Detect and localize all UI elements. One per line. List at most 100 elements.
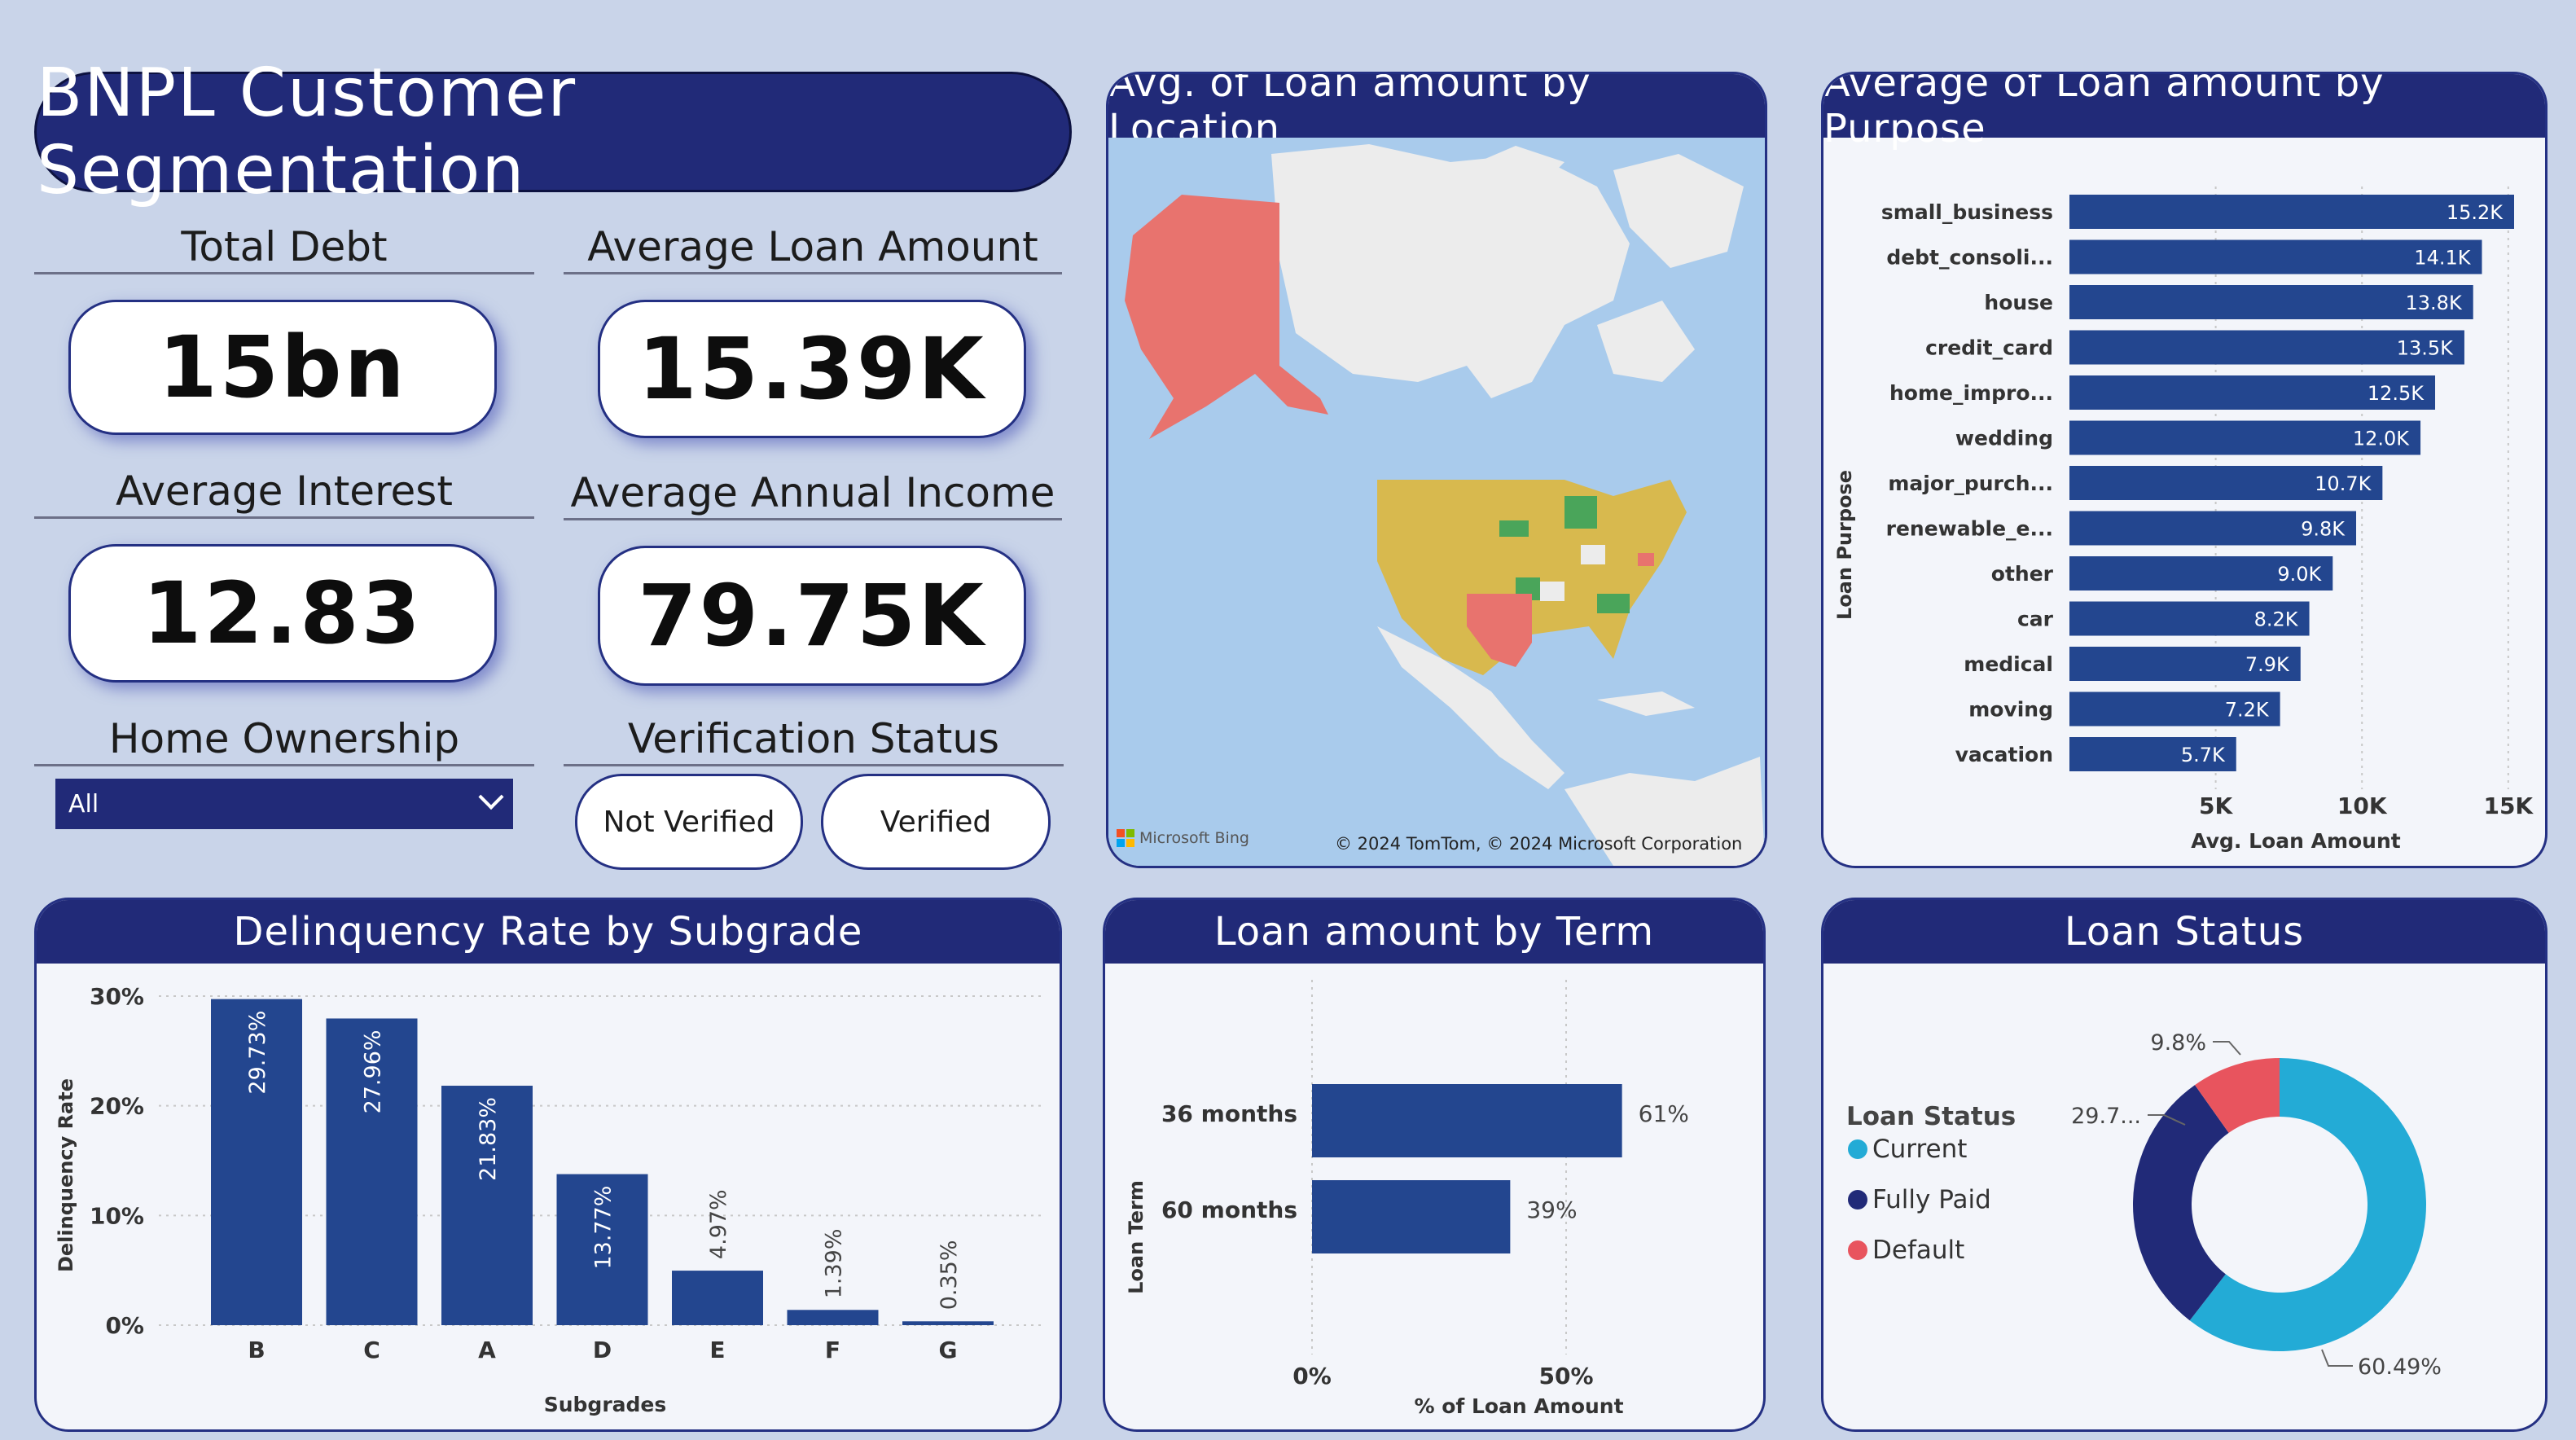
map-panel-title: Avg. of Loan amount by Location xyxy=(1108,74,1765,151)
term-bar-chart[interactable]: Loan Term % of Loan Amount 0% 50% 36 month… xyxy=(1105,964,1763,1429)
delinquency-x-tick: E xyxy=(709,1337,725,1363)
label-leader-line xyxy=(2213,1041,2241,1056)
purpose-bar xyxy=(2069,511,2357,546)
term-x-tick: 0% xyxy=(1292,1363,1332,1390)
delinquency-panel: Delinquency Rate by Subgrade Delinquency… xyxy=(34,898,1062,1432)
delinquency-bar xyxy=(902,1321,994,1325)
texas-region xyxy=(1467,594,1532,667)
delinquency-bar xyxy=(672,1271,763,1325)
purpose-x-tick: 5K xyxy=(2199,792,2233,819)
delinquency-value-label: 27.96% xyxy=(361,1030,386,1113)
mexico-land xyxy=(1377,626,1564,789)
purpose-panel: Average of Loan amount by Purpose Loan P… xyxy=(1821,72,2547,868)
avg-income-label: Average Annual Income xyxy=(564,469,1062,520)
verification-label: Verification Status xyxy=(564,715,1064,766)
donut-slice xyxy=(2189,1058,2426,1351)
term-x-axis-title: % of Loan Amount xyxy=(1414,1394,1623,1418)
labrador-land xyxy=(1597,301,1695,382)
dashboard-title: BNPL Customer Segmentation xyxy=(34,55,1072,209)
arctic-island xyxy=(1459,146,1564,203)
avg-loan-label: Average Loan Amount xyxy=(564,223,1062,274)
purpose-bar xyxy=(2069,195,2514,229)
avg-income-card: 79.75K xyxy=(598,546,1026,686)
home-ownership-label: Home Ownership xyxy=(34,715,534,766)
delinquency-bar xyxy=(556,1174,648,1325)
delinquency-y-tick: 0% xyxy=(105,1312,144,1339)
purpose-category-label: credit_card xyxy=(1925,336,2053,360)
purpose-bar xyxy=(2069,647,2301,681)
legend-label: Current xyxy=(1872,1135,1967,1164)
delinquency-y-axis-title: Delinquency Rate xyxy=(55,1078,77,1272)
term-bar xyxy=(1312,1180,1511,1253)
term-panel: Loan amount by Term Loan Term % of Loan … xyxy=(1103,898,1766,1432)
purpose-bar xyxy=(2069,239,2482,274)
home-ownership-selected: All xyxy=(68,789,99,819)
delinquency-x-tick: D xyxy=(593,1337,612,1363)
purpose-value-label: 10.7K xyxy=(2315,472,2372,495)
label-leader-line xyxy=(2321,1349,2353,1367)
white-state-2 xyxy=(1540,582,1564,601)
delinquency-bar xyxy=(787,1310,879,1325)
donut-value-label: 60.49% xyxy=(2358,1354,2442,1380)
delinquency-value-label: 1.39% xyxy=(822,1229,847,1299)
south-america-land xyxy=(1564,757,1765,866)
purpose-category-label: medical xyxy=(1964,652,2053,676)
status-panel: Loan Status Loan Status Current Fully Pai… xyxy=(1821,898,2547,1432)
caribbean-land xyxy=(1597,691,1695,716)
alaska-region xyxy=(1125,195,1328,439)
purpose-bar xyxy=(2069,375,2436,410)
legend-label: Fully Paid xyxy=(1872,1185,1991,1214)
purpose-category-label: major_purch... xyxy=(1888,472,2053,495)
term-y-axis-title: Loan Term xyxy=(1125,1180,1148,1294)
delinquency-bar xyxy=(326,1018,418,1325)
verified-button[interactable]: Verified xyxy=(821,774,1051,870)
purpose-bar-chart[interactable]: Loan Purpose Avg. Loan Amount 5K 10K 15K sm… xyxy=(1823,138,2545,866)
term-category-label: 60 months xyxy=(1161,1196,1297,1223)
purpose-value-label: 13.8K xyxy=(2406,292,2463,314)
not-verified-button[interactable]: Not Verified xyxy=(575,774,803,870)
purpose-category-label: moving xyxy=(1968,698,2053,722)
purpose-value-label: 5.7K xyxy=(2181,744,2226,766)
avg-interest-label: Average Interest xyxy=(34,468,534,519)
purpose-category-label: house xyxy=(1984,291,2053,314)
purpose-value-label: 7.2K xyxy=(2225,699,2270,722)
purpose-value-label: 12.5K xyxy=(2368,382,2425,405)
purpose-category-label: vacation xyxy=(1955,743,2053,766)
purpose-value-label: 13.5K xyxy=(2397,337,2454,360)
delinquency-y-tick: 20% xyxy=(90,1093,144,1120)
purpose-category-label: small_business xyxy=(1881,200,2053,224)
purpose-category-label: car xyxy=(2017,608,2054,631)
purpose-value-label: 9.0K xyxy=(2277,563,2322,586)
purpose-category-label: debt_consoli... xyxy=(1886,246,2053,270)
purpose-category-label: other xyxy=(1991,562,2054,586)
map-provider: Microsoft Bing xyxy=(1139,829,1249,847)
legend-label: Default xyxy=(1872,1236,1964,1265)
delinquency-y-tick: 10% xyxy=(90,1202,144,1229)
location-map[interactable]: Microsoft Bing © 2024 TomTom, © 2024 Mic… xyxy=(1108,138,1765,866)
loan-status-donut[interactable]: Loan Status Current Fully Paid Default 60.4… xyxy=(1823,964,2545,1429)
greenland-land xyxy=(1613,154,1744,268)
purpose-value-label: 15.2K xyxy=(2447,201,2504,224)
purpose-category-label: renewable_e... xyxy=(1886,517,2053,541)
status-legend-title: Loan Status xyxy=(1846,1102,2016,1131)
avg-loan-card: 15.39K xyxy=(598,300,1026,438)
map-panel: Avg. of Loan amount by Location Microsof xyxy=(1106,72,1767,868)
term-value-label: 39% xyxy=(1526,1196,1577,1223)
delinquency-bar-chart[interactable]: Delinquency Rate Subgrades 30% 20% 10% 0% B 2… xyxy=(37,964,1060,1429)
delinquency-bar xyxy=(211,999,302,1325)
purpose-bar xyxy=(2069,466,2383,500)
home-ownership-dropdown[interactable]: All xyxy=(55,779,513,829)
term-x-tick: 50% xyxy=(1538,1363,1593,1390)
purpose-bar xyxy=(2069,737,2236,771)
donut-value-label: 9.8% xyxy=(2150,1030,2206,1056)
legend-marker xyxy=(1848,1240,1867,1260)
red-state-small xyxy=(1638,553,1654,566)
purpose-value-label: 7.9K xyxy=(2245,653,2290,676)
delinquency-x-tick: F xyxy=(825,1337,840,1363)
delinquency-x-tick: C xyxy=(363,1337,380,1363)
bing-logo-icon xyxy=(1117,829,1134,847)
white-state-1 xyxy=(1581,545,1605,564)
delinquency-value-label: 21.83% xyxy=(476,1097,501,1181)
term-category-label: 36 months xyxy=(1161,1100,1297,1127)
delinquency-x-tick: G xyxy=(939,1337,958,1363)
